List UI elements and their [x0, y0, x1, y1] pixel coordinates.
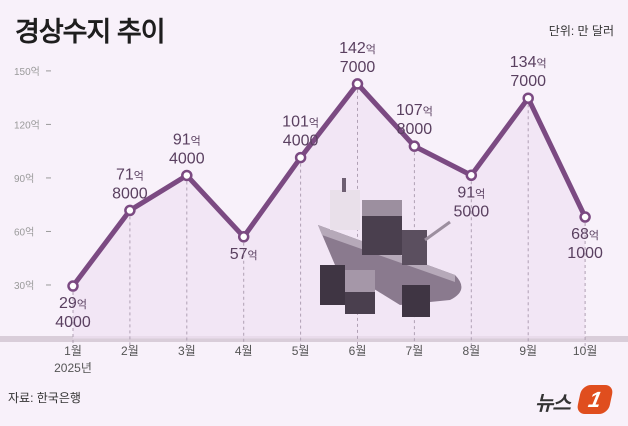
value-label-sub: 7000 — [510, 73, 546, 90]
value-label: 107억 — [396, 102, 433, 119]
value-label: 57억 — [230, 246, 258, 263]
y-tick-label: 90억 — [14, 173, 34, 185]
value-label: 29억 — [59, 295, 87, 312]
value-label: 101억 — [282, 114, 319, 131]
value-label-sub: 8000 — [397, 121, 433, 138]
value-label: 142억 — [339, 40, 376, 57]
chart-title: 경상수지 추이 — [15, 17, 166, 47]
data-point-marker — [408, 140, 421, 152]
x-tick-label: 9월 — [519, 344, 537, 358]
value-label-sub: 5000 — [454, 203, 490, 220]
data-line — [71, 80, 588, 288]
y-tick-label: 150억 — [14, 66, 40, 78]
x-tick-label: 8월 — [462, 344, 480, 358]
value-label-sub: 7000 — [340, 59, 376, 76]
area-fill — [73, 83, 586, 339]
value-label-sub: 8000 — [112, 185, 148, 202]
unit-label: 단위: 만 달러 — [548, 24, 614, 38]
value-label-sub: 4000 — [169, 150, 205, 167]
value-label: 71억 — [116, 166, 144, 183]
baseline-band — [0, 336, 628, 342]
data-point-marker — [237, 231, 250, 243]
logo-text: 뉴스 — [535, 393, 571, 415]
value-label: 91억 — [173, 131, 201, 148]
x-tick-label: 7월 — [406, 344, 424, 358]
x-tick-label: 10월 — [573, 344, 597, 358]
data-point-marker — [579, 211, 591, 223]
line-chart: 30억 60억 90억 120억 150억 29억 4000 71억 8000 91억 4000 57… — [0, 40, 628, 375]
news1-logo: 뉴스 1 — [535, 385, 615, 415]
value-label: 91억 — [457, 184, 485, 201]
cargo-ship-icon — [318, 178, 462, 317]
year-label: 2025년 — [54, 361, 92, 375]
data-point-marker — [181, 169, 193, 182]
data-point-marker — [351, 78, 364, 90]
data-point-marker — [465, 169, 478, 182]
logo-mark-icon: 1 — [575, 385, 615, 414]
data-point-marker — [294, 151, 307, 164]
value-label-sub: 4000 — [55, 314, 91, 331]
source-label: 자료: 한국은행 — [8, 391, 81, 405]
value-label: 134억 — [510, 54, 547, 71]
x-tick-label: 6월 — [349, 344, 367, 358]
data-point-marker — [124, 204, 136, 217]
y-tick-label: 30억 — [14, 280, 34, 292]
x-tick-label: 1월 — [64, 344, 82, 358]
y-tick-label: 60억 — [14, 226, 34, 238]
data-point-marker — [67, 280, 79, 292]
data-point-marker — [522, 92, 534, 104]
x-tick-label: 4월 — [235, 344, 253, 358]
x-tick-label: 3월 — [178, 344, 196, 358]
value-label: 68억 — [571, 226, 599, 243]
y-tick-label: 120억 — [14, 119, 40, 131]
value-label-sub: 1000 — [567, 245, 603, 262]
x-tick-label: 5월 — [292, 344, 310, 358]
value-label-sub: 4000 — [283, 133, 319, 150]
x-tick-label: 2월 — [121, 344, 139, 358]
